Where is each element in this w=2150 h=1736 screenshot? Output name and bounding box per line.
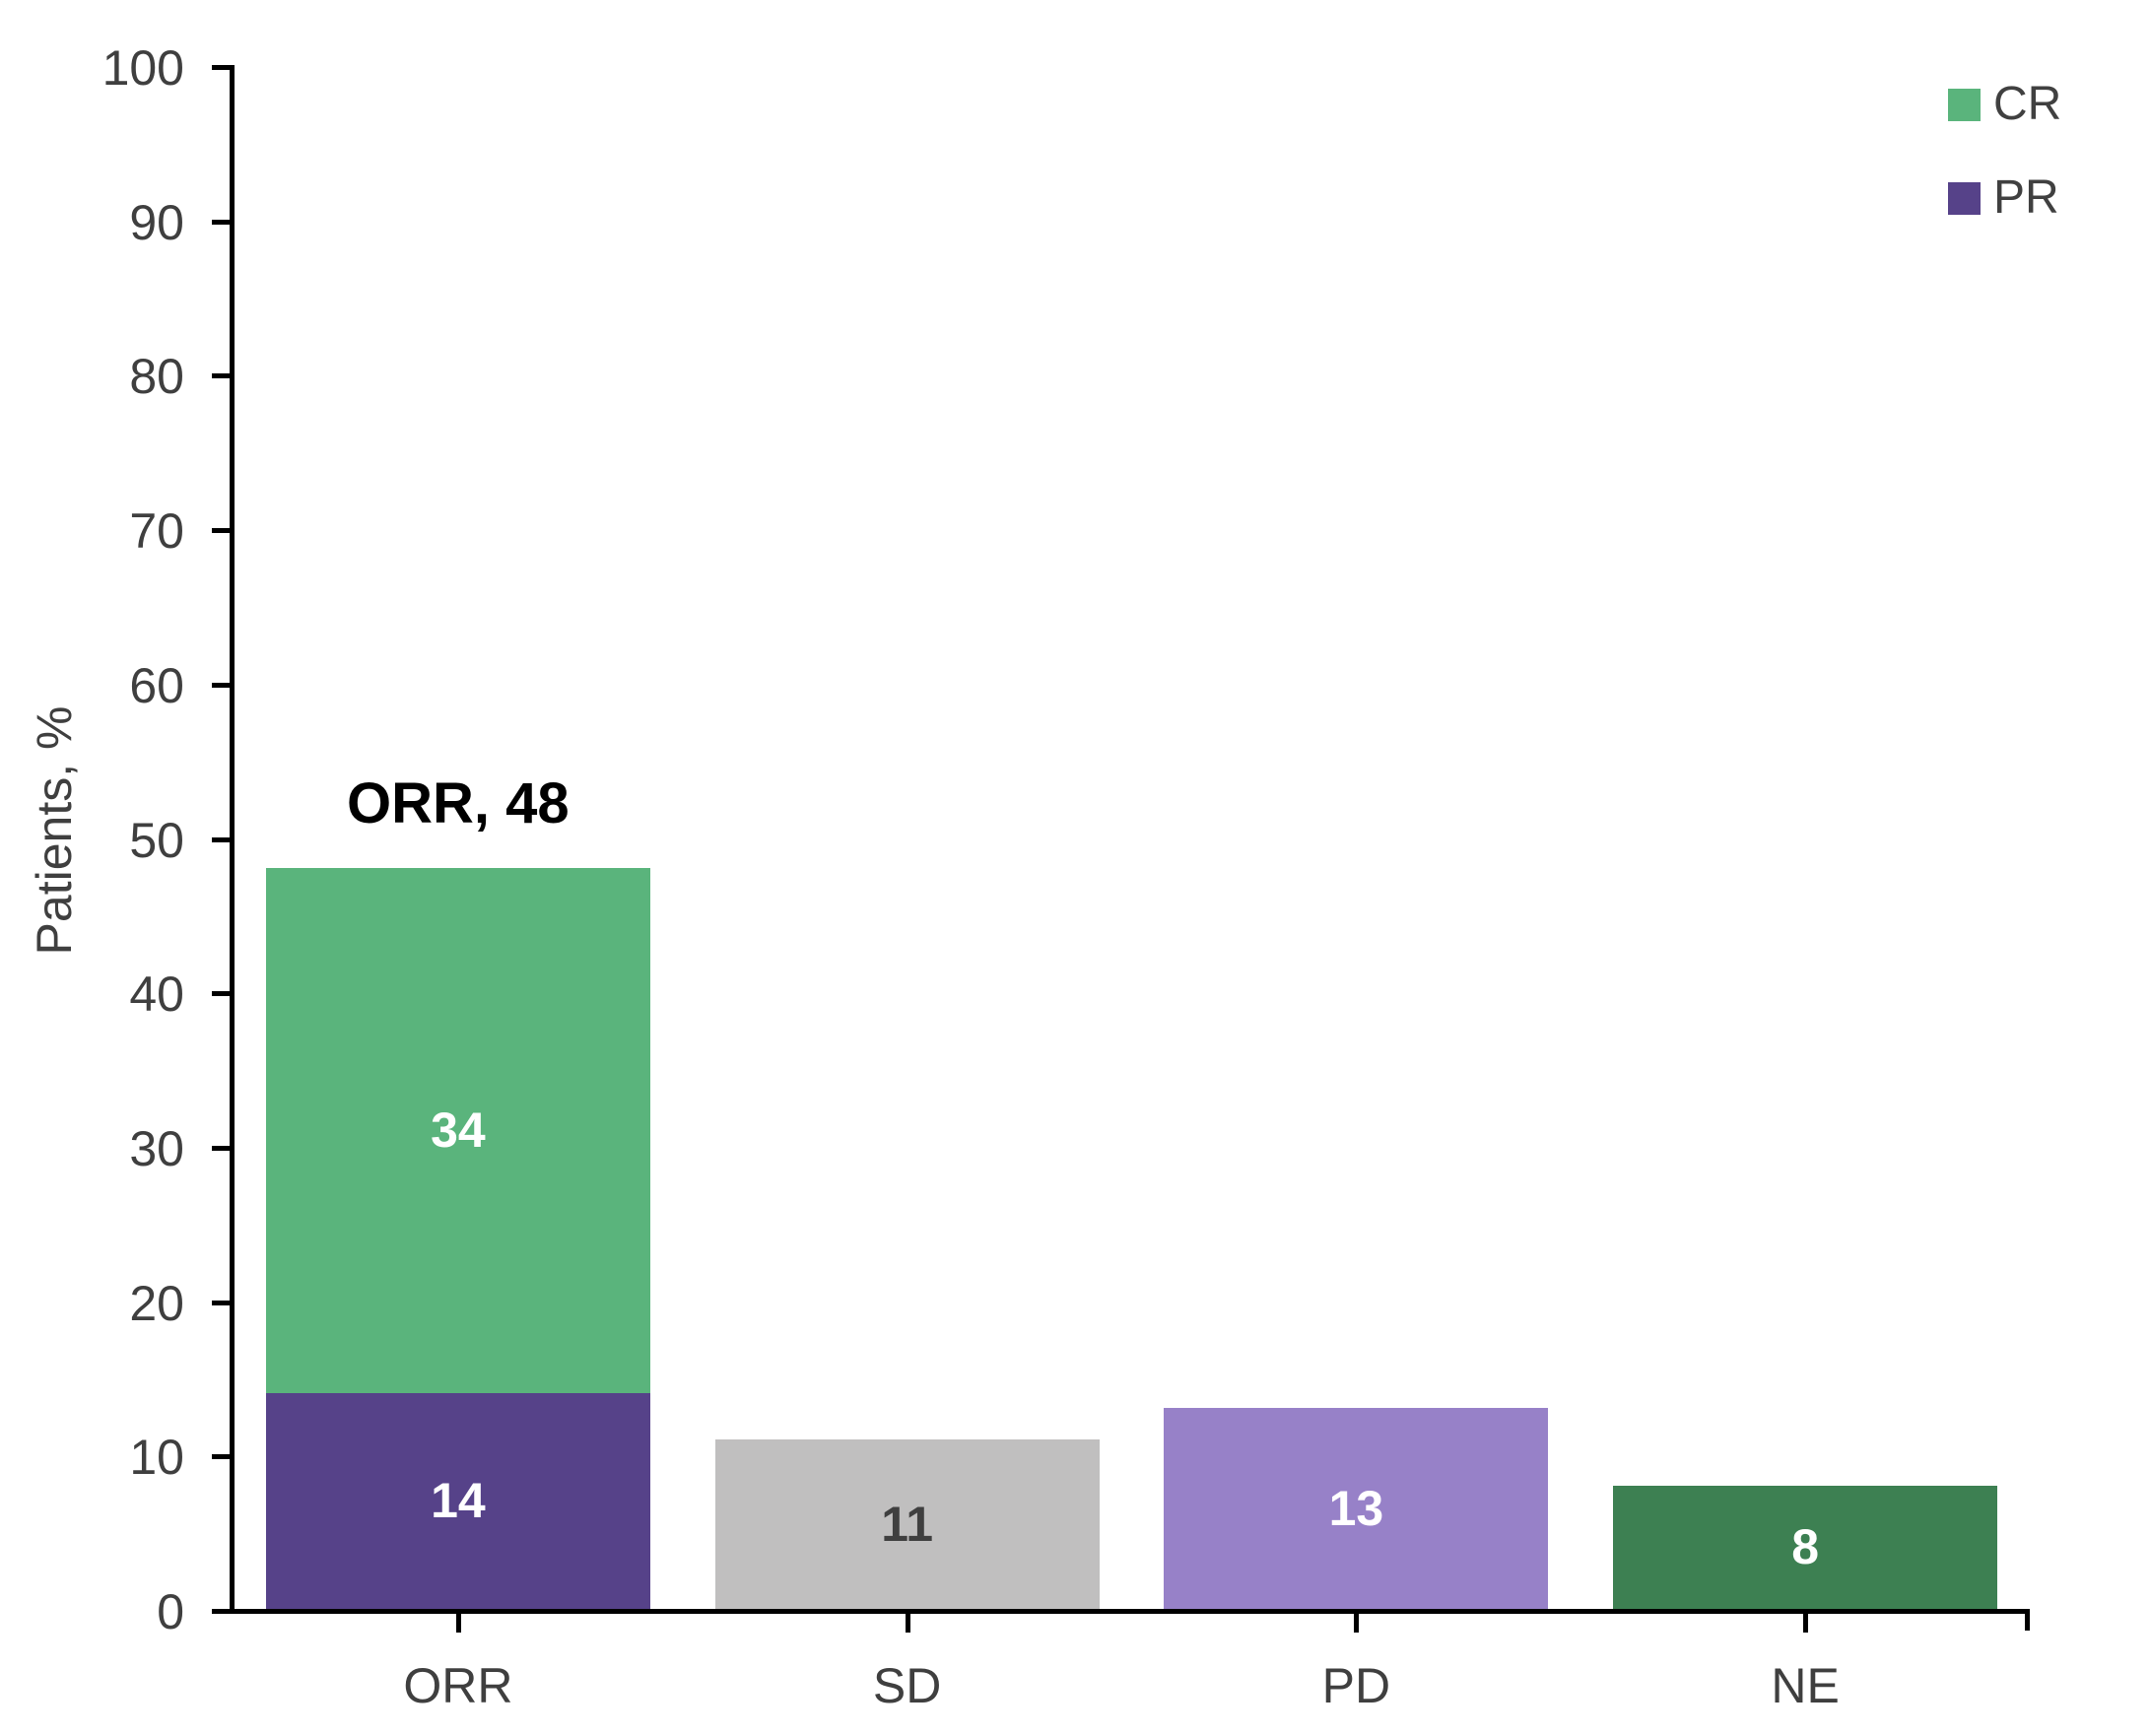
y-tick-label: 50 xyxy=(129,812,184,868)
y-tick-label: 80 xyxy=(129,349,184,405)
bar-value-label: 11 xyxy=(881,1496,934,1552)
y-tick-label: 30 xyxy=(129,1120,184,1176)
bar-segment-sd xyxy=(714,1438,1100,1609)
category-label: NE xyxy=(1771,1658,1840,1713)
bar-value-label: 13 xyxy=(1328,1481,1384,1537)
x-tick xyxy=(455,1609,461,1633)
bar-value-label: 14 xyxy=(431,1473,486,1529)
y-tick-label: 0 xyxy=(157,1584,184,1639)
y-tick xyxy=(212,836,235,842)
y-tick-label: 70 xyxy=(129,503,184,560)
x-axis-end-tick xyxy=(2025,1609,2030,1631)
x-tick xyxy=(1803,1609,1809,1633)
pr-legend-label: PR xyxy=(1993,171,2059,224)
y-tick xyxy=(212,65,235,70)
y-tick xyxy=(212,373,235,379)
x-axis-line xyxy=(230,1609,2030,1614)
y-tick xyxy=(212,219,235,225)
y-tick-label: 20 xyxy=(129,1275,184,1331)
cr-legend-label: CR xyxy=(1993,78,2062,130)
y-tick xyxy=(212,1145,235,1151)
x-tick xyxy=(1354,1609,1360,1633)
y-tick xyxy=(212,1609,235,1614)
y-tick xyxy=(212,991,235,997)
y-tick xyxy=(212,1454,235,1460)
y-tick-label: 90 xyxy=(129,194,184,250)
x-tick xyxy=(905,1609,910,1633)
bar-segment-cr xyxy=(265,867,650,1393)
bar-segment-ne xyxy=(1613,1485,1998,1609)
bar-value-label: 34 xyxy=(431,1102,486,1159)
y-tick xyxy=(212,528,235,534)
y-tick-label: 60 xyxy=(129,657,184,713)
bar-total-annotation: ORR, 48 xyxy=(347,770,570,835)
y-tick xyxy=(212,682,235,688)
bar-segment-pr xyxy=(265,1392,650,1609)
legend-item-cr: CR xyxy=(1948,78,2062,130)
category-label: ORR xyxy=(403,1658,513,1713)
y-tick-label: 100 xyxy=(101,40,184,96)
cr-legend-swatch xyxy=(1948,88,1981,121)
y-tick-label: 40 xyxy=(129,967,184,1023)
category-label: PD xyxy=(1321,1658,1391,1713)
y-tick xyxy=(212,1300,235,1305)
category-label: SD xyxy=(872,1658,942,1713)
legend-item-pr: PR xyxy=(1948,171,2059,224)
y-tick-label: 10 xyxy=(129,1430,184,1486)
bar-segment-pd xyxy=(1164,1408,1549,1609)
bar-value-label: 8 xyxy=(1791,1519,1820,1575)
pr-legend-swatch xyxy=(1948,181,1981,215)
